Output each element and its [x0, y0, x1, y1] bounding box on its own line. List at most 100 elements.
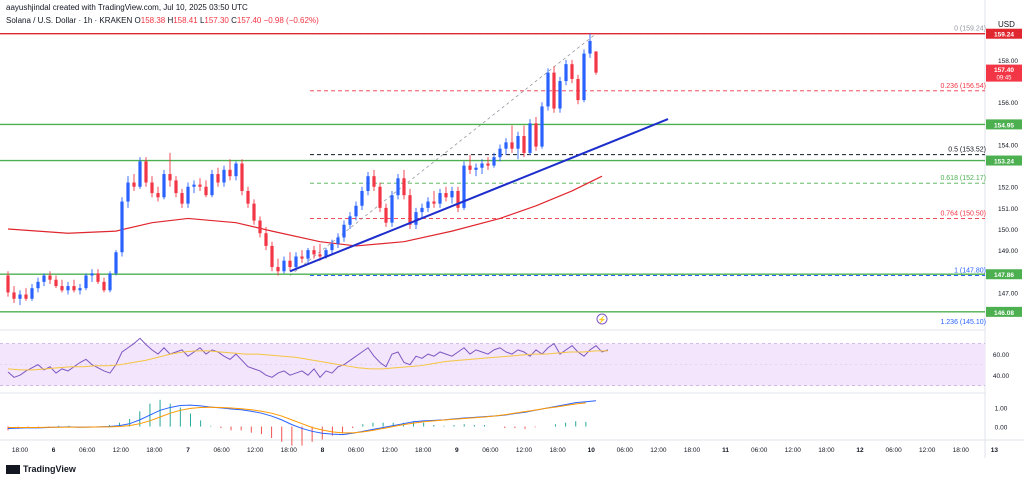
ohlc-change: −0.98 (−0.62%)	[263, 16, 319, 25]
candle-body	[228, 169, 232, 177]
candle-body	[294, 256, 298, 268]
rsi-ma-line	[7, 350, 608, 371]
ohlc-low-label: L	[199, 16, 205, 25]
time-tick-label: 6	[52, 447, 56, 454]
macd-tick-label: 1.00	[995, 405, 1008, 412]
time-tick-label: 10	[588, 447, 596, 454]
candle-body	[468, 165, 472, 170]
candle-body	[480, 163, 484, 168]
ohlc-close-label: C	[231, 16, 237, 25]
macd-tick-label: 0.00	[995, 425, 1008, 432]
time-tick-label: 13	[991, 447, 999, 454]
time-tick-label: 12	[856, 447, 864, 454]
time-tick-label: 18:00	[146, 447, 163, 454]
macd-signal-line	[8, 402, 586, 434]
time-tick-label: 06:00	[213, 447, 230, 454]
time-tick-label: 06:00	[751, 447, 768, 454]
time-tick-label: 9	[455, 447, 459, 454]
candle-body	[276, 267, 280, 272]
current-price-tag	[986, 64, 1022, 82]
candle-body	[138, 161, 142, 187]
candle-body	[210, 174, 214, 196]
candle-body	[96, 273, 100, 282]
fib-diagonal-line	[289, 33, 597, 276]
time-tick-label: 06:00	[79, 447, 96, 454]
candle-body	[408, 195, 412, 225]
candle-body	[204, 186, 208, 196]
time-tick-label: 7	[186, 447, 190, 454]
time-tick-label: 12:00	[247, 447, 264, 454]
moving-average-line	[7, 175, 603, 247]
ohlc-high-label: H	[167, 16, 174, 25]
candle-body	[252, 203, 256, 221]
rsi-band	[0, 343, 985, 386]
currency-label: USD	[998, 20, 1015, 29]
lightning-icon	[596, 313, 608, 325]
price-level-tag	[986, 155, 1022, 166]
time-tick-label: 18:00	[12, 447, 29, 454]
candle-body	[426, 201, 430, 208]
candle-body	[72, 286, 76, 291]
candle-body	[360, 190, 364, 206]
candle-body	[306, 250, 310, 259]
symbol-name: Solana / U.S. Dollar · 1h · KRAKEN	[6, 16, 133, 25]
candle-body	[456, 190, 460, 208]
time-tick-label: 06:00	[885, 447, 902, 454]
candle-body	[222, 169, 226, 183]
candle-body	[576, 78, 580, 101]
candle-body	[264, 233, 268, 246]
candle-body	[246, 190, 250, 204]
candle-body	[336, 237, 340, 244]
price-level-tag-text: 147.86	[994, 272, 1014, 279]
fib-level-label: 1 (147.80)	[954, 268, 986, 275]
candle-body	[60, 286, 64, 291]
time-tick-label: 12:00	[516, 447, 533, 454]
lightning-glyph: ⚡	[598, 315, 607, 324]
price-tick-label: 154.00	[998, 142, 1018, 149]
candle-body	[120, 201, 124, 253]
price-level-tag-text: 146.08	[994, 310, 1014, 317]
candle-body	[180, 193, 184, 204]
candle-body	[366, 176, 370, 191]
candle-body	[186, 186, 190, 204]
candle-body	[570, 64, 574, 79]
candle-body	[402, 178, 406, 196]
candle-body	[42, 275, 46, 282]
fib-level-label: 0.764 (150.50)	[940, 210, 986, 217]
candle-body	[444, 193, 448, 198]
tradingview-footer[interactable]: TradingView	[6, 464, 76, 475]
price-level-tag	[986, 306, 1022, 317]
candle-body	[48, 275, 52, 280]
candle-body	[12, 292, 16, 299]
candle-body	[540, 106, 544, 147]
candle-body	[354, 205, 358, 217]
candle-body	[6, 275, 10, 293]
candle-body	[270, 245, 274, 268]
time-tick-label: 06:00	[617, 447, 634, 454]
rsi-line	[7, 337, 609, 379]
fib-level-label: 0 (159.24)	[954, 26, 986, 33]
candle-body	[102, 281, 106, 291]
candle-body	[192, 184, 196, 187]
ohlc-close: 157.40	[236, 16, 262, 25]
candle-body	[300, 256, 304, 259]
price-tick-label: 147.00	[998, 290, 1018, 297]
bar-countdown-text: 09:45	[996, 76, 1012, 82]
candle-body	[258, 220, 262, 234]
tradingview-brand: TradingView	[23, 464, 76, 474]
candle-body	[144, 161, 148, 183]
tradingview-logo-icon	[6, 465, 20, 475]
candle-body	[150, 182, 154, 194]
price-level-tag	[986, 28, 1022, 39]
candle-body	[378, 186, 382, 208]
candle-body	[486, 163, 490, 166]
candle-body	[156, 193, 160, 198]
chart-credit: aayushjindal created with TradingView.co…	[6, 3, 248, 12]
candle-body	[36, 281, 40, 289]
candle-body	[396, 178, 400, 196]
candle-body	[108, 273, 112, 291]
price-tick-label: 152.00	[998, 185, 1018, 192]
time-tick-label: 8	[321, 447, 325, 454]
candle-body	[348, 216, 352, 225]
